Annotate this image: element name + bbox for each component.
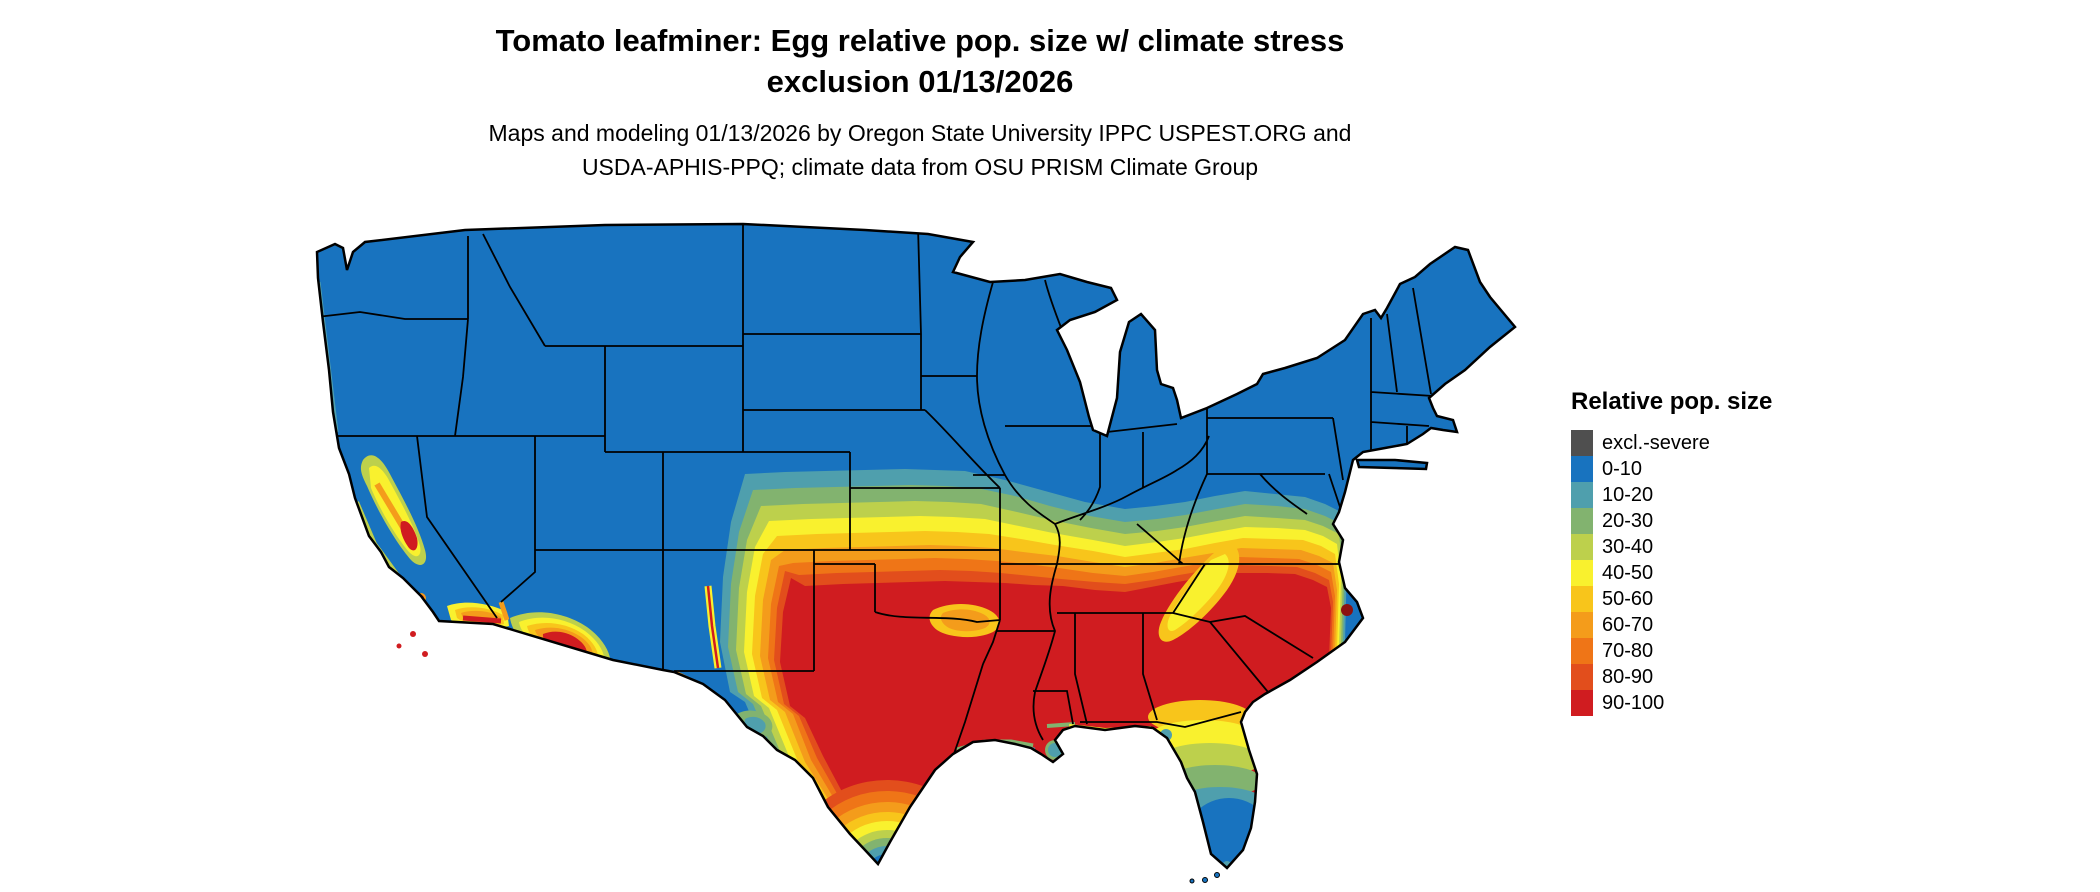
legend-swatch-90-100 bbox=[1571, 690, 1593, 716]
colorado-river-orange bbox=[498, 601, 510, 621]
map-title-line2: exclusion 01/13/2026 bbox=[766, 64, 1074, 99]
legend-swatch-60-70 bbox=[1571, 612, 1593, 638]
nm-riogrande-red bbox=[706, 585, 720, 669]
legend-item: 70-80 bbox=[1571, 638, 1772, 664]
map-subtitle-line2: USDA-APHIS-PPQ; climate data from OSU PR… bbox=[581, 154, 1259, 180]
offshore-island-red-spot bbox=[422, 651, 428, 657]
legend-label: 50-60 bbox=[1602, 587, 1654, 610]
legend-label: 40-50 bbox=[1602, 561, 1654, 584]
title-block: Tomato leafminer: Egg relative pop. size… bbox=[305, 20, 1535, 184]
florida-keys-spot bbox=[1214, 872, 1220, 878]
ca-valley-red bbox=[400, 520, 418, 551]
legend-label: 0-10 bbox=[1602, 457, 1643, 480]
legend-item: 80-90 bbox=[1571, 664, 1772, 690]
fl-blue-south bbox=[1183, 798, 1275, 868]
legend-label: excl.-severe bbox=[1602, 431, 1710, 454]
legend-swatch-80-90 bbox=[1571, 664, 1593, 690]
legend-label: 80-90 bbox=[1602, 665, 1654, 688]
fl-panhandle-green-fringe bbox=[1068, 728, 1152, 736]
offshore-island-red-spot bbox=[396, 643, 402, 649]
legend-swatch-30-40 bbox=[1571, 534, 1593, 560]
legend-label: 90-100 bbox=[1602, 691, 1665, 714]
legend-swatch-50-60 bbox=[1571, 586, 1593, 612]
legend-swatch-70-80 bbox=[1571, 638, 1593, 664]
legend-item: 90-100 bbox=[1571, 690, 1772, 716]
legend-label: 60-70 bbox=[1602, 613, 1654, 636]
usa-map bbox=[305, 222, 1535, 892]
legend: Relative pop. size excl.-severe 0-10 10-… bbox=[1571, 388, 1772, 716]
legend-swatch-excl-severe bbox=[1571, 430, 1593, 456]
legend-item: 20-30 bbox=[1571, 508, 1772, 534]
legend-item: 60-70 bbox=[1571, 612, 1772, 638]
legend-item: 0-10 bbox=[1571, 456, 1772, 482]
us-outline bbox=[315, 222, 1517, 870]
map-title: Tomato leafminer: Egg relative pop. size… bbox=[305, 20, 1535, 102]
map-subtitle-line1: Maps and modeling 01/13/2026 by Oregon S… bbox=[488, 120, 1352, 146]
legend-item: 50-60 bbox=[1571, 586, 1772, 612]
legend-swatch-20-30 bbox=[1571, 508, 1593, 534]
legend-swatch-40-50 bbox=[1571, 560, 1593, 586]
legend-swatch-10-20 bbox=[1571, 482, 1593, 508]
map-subtitle: Maps and modeling 01/13/2026 by Oregon S… bbox=[305, 116, 1535, 184]
legend-item: 10-20 bbox=[1571, 482, 1772, 508]
map-title-line1: Tomato leafminer: Egg relative pop. size… bbox=[495, 23, 1345, 58]
florida-keys-spot bbox=[1202, 877, 1208, 883]
legend-label: 10-20 bbox=[1602, 483, 1654, 506]
legend-label: 30-40 bbox=[1602, 535, 1654, 558]
appalachian-yellow-patch bbox=[1167, 554, 1229, 632]
imperial-red bbox=[462, 615, 502, 624]
usa-map-svg bbox=[315, 222, 1517, 884]
hatteras-darkred-spot bbox=[1341, 604, 1353, 616]
offshore-island-red-spot bbox=[410, 631, 416, 637]
legend-swatch-0-10 bbox=[1571, 456, 1593, 482]
legend-item: excl.-severe bbox=[1571, 430, 1772, 456]
legend-title: Relative pop. size bbox=[1571, 388, 1773, 415]
legend-item: 40-50 bbox=[1571, 560, 1772, 586]
florida-keys-spot bbox=[1189, 878, 1195, 884]
legend-item: 30-40 bbox=[1571, 534, 1772, 560]
legend-label: 20-30 bbox=[1602, 509, 1654, 532]
state-borders bbox=[317, 224, 1434, 775]
legend-label: 70-80 bbox=[1602, 639, 1654, 662]
